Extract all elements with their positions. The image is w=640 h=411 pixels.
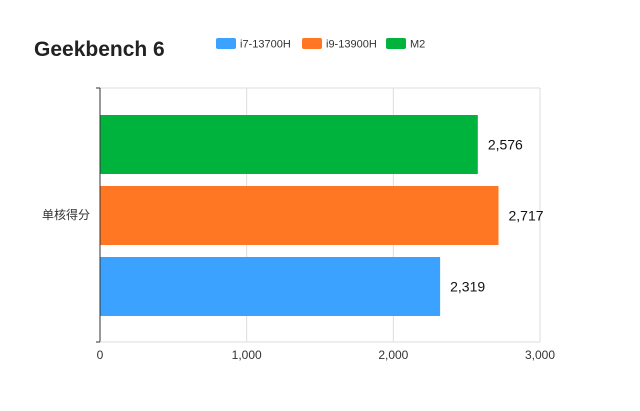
legend-swatch-m2 xyxy=(386,38,406,49)
legend-label-m2: M2 xyxy=(410,39,425,51)
bar-m2 xyxy=(100,115,478,174)
legend-swatch-i7-13700h xyxy=(216,38,236,49)
x-tick-label-3: 3,000 xyxy=(525,348,555,362)
bars xyxy=(100,115,499,316)
x-tick-label-0: 0 xyxy=(97,348,104,362)
category-label: 单核得分 xyxy=(42,207,90,222)
bar-i7-13700h xyxy=(100,257,441,316)
x-tick-label-1: 1,000 xyxy=(232,348,262,362)
x-tick-label-2: 2,000 xyxy=(378,348,408,362)
bar-i9-13900h xyxy=(100,186,499,245)
data-label-i7-13700h: 2,319 xyxy=(450,279,485,295)
labels: 0 1,000 2,000 3,000 单核得分 2,576 2,717 2,319 xyxy=(42,137,555,363)
legend-label-i9-13900h: i9-13900H xyxy=(326,39,377,51)
data-label-i9-13900h: 2,717 xyxy=(508,208,543,224)
data-label-m2: 2,576 xyxy=(488,137,523,153)
legend-label-i7-13700h: i7-13700H xyxy=(240,39,291,51)
chart-title: Geekbench 6 xyxy=(34,38,165,61)
axes xyxy=(96,87,540,343)
legend-swatch-i9-13900h xyxy=(302,38,322,49)
legend: i7-13700H i9-13900H M2 xyxy=(216,38,425,51)
